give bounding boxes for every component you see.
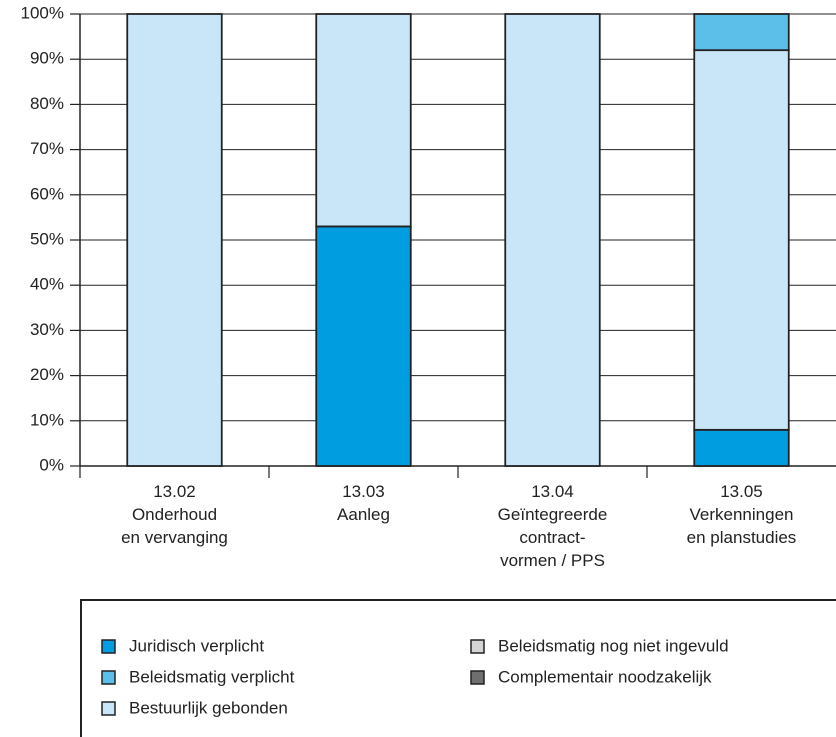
y-tick-label: 40%	[30, 275, 64, 294]
y-tick-label: 60%	[30, 184, 64, 203]
legend-swatch	[101, 701, 116, 716]
legend-box	[80, 599, 836, 737]
y-tick-label: 80%	[30, 94, 64, 113]
bar-segment	[315, 13, 412, 228]
legend-label: Complementair noodzakelijk	[498, 667, 712, 686]
legend-swatch	[470, 639, 485, 654]
y-tick-label: 70%	[30, 139, 64, 158]
legend-label: Beleidsmatig nog niet ingevuld	[498, 636, 729, 655]
y-tick-label: 20%	[30, 365, 64, 384]
x-tick-label: 13.02 Onderhoud en vervanging	[121, 482, 228, 547]
bar-segment	[693, 49, 790, 431]
legend-label: Juridisch verplicht	[129, 636, 264, 655]
legend-swatch	[470, 670, 485, 685]
legend-label: Beleidsmatig verplicht	[129, 667, 295, 686]
legend-label: Bestuurlijk gebonden	[129, 698, 288, 717]
legend-swatch	[101, 670, 116, 685]
y-tick-label: 100%	[21, 3, 64, 22]
bar-segment	[693, 13, 790, 52]
y-tick-label: 30%	[30, 320, 64, 339]
y-tick-label: 0%	[39, 455, 64, 474]
x-tick-label: 13.05 Verkenningen en planstudies	[687, 482, 797, 547]
bar-segment	[315, 225, 412, 467]
y-tick-label: 50%	[30, 229, 64, 248]
x-tick-label: 13.03 Aanleg	[337, 482, 390, 524]
bar-segment	[126, 13, 223, 467]
y-tick-label: 90%	[30, 49, 64, 68]
bar-segment	[504, 13, 601, 467]
x-tick-label: 13.04 Geïntegreerde contract-vormen / PPS	[498, 482, 608, 570]
legend-swatch	[101, 639, 116, 654]
bar-segment	[693, 428, 790, 467]
y-tick-label: 10%	[30, 410, 64, 429]
